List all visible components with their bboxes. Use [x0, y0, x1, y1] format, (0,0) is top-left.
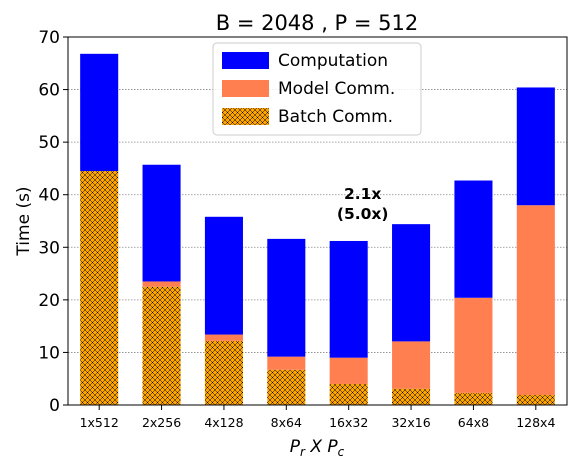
x-axis: 1x512 2x256 4x128 8x64 16x32 32x16 64x8 128x4 [80, 405, 555, 430]
bar-computation-128x4 [516, 87, 555, 206]
bar-batch-comm-2x256 [142, 286, 181, 405]
bar-computation-8x64 [267, 238, 306, 357]
plot-frame [67, 36, 568, 406]
bar-batch-comm-8x64 [267, 369, 306, 405]
bar-computation-2x256 [142, 164, 181, 282]
x-tick-label: 8x64 [271, 415, 302, 430]
y-tick-label: 20 [38, 291, 60, 311]
y-tick-label: 40 [38, 186, 60, 206]
legend-label: Model Comm. [278, 79, 395, 99]
bar-batch-comm-1x512 [80, 171, 119, 405]
y-tick-label: 0 [49, 396, 60, 416]
y-tick-label: 70 [38, 28, 60, 48]
bar-batch-comm-128x4 [516, 395, 555, 405]
bar-model-comm-128x4 [516, 205, 555, 396]
y-tick-label: 30 [38, 238, 60, 258]
y-axis: 0 10 20 30 40 50 60 70 [38, 28, 68, 416]
bar-computation-64x8 [454, 180, 493, 298]
legend-swatch [222, 108, 269, 125]
annotation: 2.1x (5.0x) [337, 185, 389, 223]
bar-model-comm-16x32 [329, 357, 368, 384]
y-tick-label: 60 [38, 81, 60, 101]
bar-batch-comm-64x8 [454, 392, 493, 405]
legend-label: Batch Comm. [278, 107, 393, 127]
bar-model-comm-64x8 [454, 297, 493, 393]
x-tick-label: 2x256 [142, 415, 181, 430]
bar-computation-32x16 [392, 224, 431, 342]
legend-label: Computation [278, 51, 388, 71]
x-tick-label: 16x32 [329, 415, 368, 430]
bar-computation-1x512 [80, 53, 119, 172]
x-tick-label: 64x8 [458, 415, 489, 430]
x-axis-label: Pr X Pc [290, 437, 345, 459]
annotation-line: (5.0x) [337, 205, 389, 223]
y-tick-label: 10 [38, 343, 60, 363]
x-tick-label: 4x128 [204, 415, 243, 430]
bar-model-comm-32x16 [392, 341, 431, 389]
legend-swatch [222, 52, 269, 69]
bar-model-comm-4x128 [204, 334, 243, 341]
x-tick-label: 32x16 [391, 415, 430, 430]
x-tick-label: 1x512 [80, 415, 119, 430]
y-axis-label: Time (s) [14, 186, 34, 256]
legend-swatch [222, 80, 269, 97]
bar-computation-4x128 [204, 216, 243, 335]
chart-title: B = 2048 , P = 512 [216, 11, 419, 35]
bar-model-comm-2x256 [142, 281, 181, 287]
bar-model-comm-8x64 [267, 356, 306, 370]
legend: Computation Model Comm. Batch Comm. [212, 42, 422, 136]
x-tick-label: 128x4 [516, 415, 555, 430]
bar-batch-comm-4x128 [204, 340, 243, 405]
bar-batch-comm-16x32 [329, 383, 368, 405]
bar-batch-comm-32x16 [392, 388, 431, 405]
bars [80, 53, 555, 405]
annotation-line: 2.1x [344, 185, 381, 203]
y-tick-label: 50 [38, 133, 60, 153]
bar-computation-16x32 [329, 240, 368, 358]
